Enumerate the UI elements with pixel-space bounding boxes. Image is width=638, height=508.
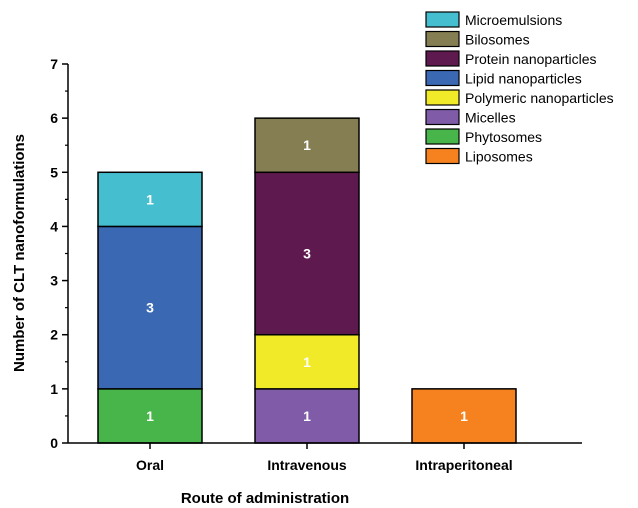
x-tick-label-intravenous: Intravenous (267, 457, 347, 473)
legend-swatch-protein-nanoparticles (425, 50, 460, 67)
legend-label-liposomes: Liposomes (465, 149, 533, 165)
y-tick-label-7: 7 (50, 56, 58, 72)
data-label-intravenous-protein-nanoparticles: 3 (303, 246, 311, 262)
legend-label-protein-nanoparticles: Protein nanoparticles (465, 51, 597, 67)
y-tick-label-4: 4 (50, 218, 58, 234)
legend-swatch-lipid-nanoparticles (425, 69, 460, 87)
legend-swatch-liposomes (425, 147, 460, 165)
data-label-intravenous-bilosomes: 1 (303, 137, 311, 153)
x-tick-label-oral: Oral (136, 457, 164, 473)
bar-intravenous-micelles (254, 388, 360, 444)
data-label-intravenous-polymeric-nanoparticles: 1 (303, 354, 311, 370)
bar-oral-phytosomes (97, 388, 203, 444)
legend-swatch-polymeric-nanoparticles (425, 89, 460, 106)
bar-oral-microemulsions (97, 171, 203, 228)
y-tick-label-3: 3 (50, 273, 58, 289)
axes-layer: 0 1 2 3 4 5 6 7 Oral Intravenous Intraperitoneal (50, 56, 582, 473)
y-tick-label-6: 6 (50, 110, 58, 126)
x-axis-title: Route of administration (181, 490, 349, 507)
bar-oral-lipid-nanoparticles (97, 225, 203, 390)
legend-label-lipid-nanoparticles: Lipid nanoparticles (465, 71, 582, 87)
legend-swatch-microemulsions (425, 11, 460, 28)
y-tick-label-2: 2 (50, 327, 58, 343)
y-axis-title: Number of CLT nanoformulations (11, 134, 28, 372)
y-tick-label-5: 5 (50, 164, 58, 180)
legend-label-microemulsions: Microemulsions (465, 12, 562, 28)
legend-label-micelles: Micelles (465, 110, 516, 126)
legend-label-polymeric-nanoparticles: Polymeric nanoparticles (465, 90, 614, 106)
data-label-oral-lipid-nanoparticles: 3 (146, 300, 154, 316)
x-tick-label-intraperitoneal: Intraperitoneal (415, 457, 512, 473)
legend-swatch-micelles (425, 108, 460, 126)
bar-intravenous-bilosomes (254, 117, 360, 174)
legend-swatch-bilosomes (425, 30, 460, 48)
legend-label-bilosomes: Bilosomes (465, 32, 530, 48)
data-label-intravenous-micelles: 1 (303, 408, 311, 424)
legend: Microemulsions Bilosomes Protein nanoparti… (425, 11, 614, 165)
y-tick-label-0: 0 (50, 435, 58, 451)
data-label-intraperitoneal-liposomes: 1 (460, 408, 468, 424)
bar-intraperitoneal-liposomes (411, 388, 517, 444)
data-label-oral-phytosomes: 1 (146, 408, 154, 424)
data-label-oral-microemulsions: 1 (146, 191, 154, 207)
y-tick-label-1: 1 (50, 381, 58, 397)
legend-swatch-phytosomes (425, 128, 460, 145)
legend-label-phytosomes: Phytosomes (465, 129, 542, 145)
bar-intravenous-polymeric-nanoparticles (254, 333, 360, 390)
bars-layer: 1 3 1 1 1 3 1 1 (97, 117, 517, 444)
bar-intravenous-protein-nanoparticles (254, 171, 360, 336)
